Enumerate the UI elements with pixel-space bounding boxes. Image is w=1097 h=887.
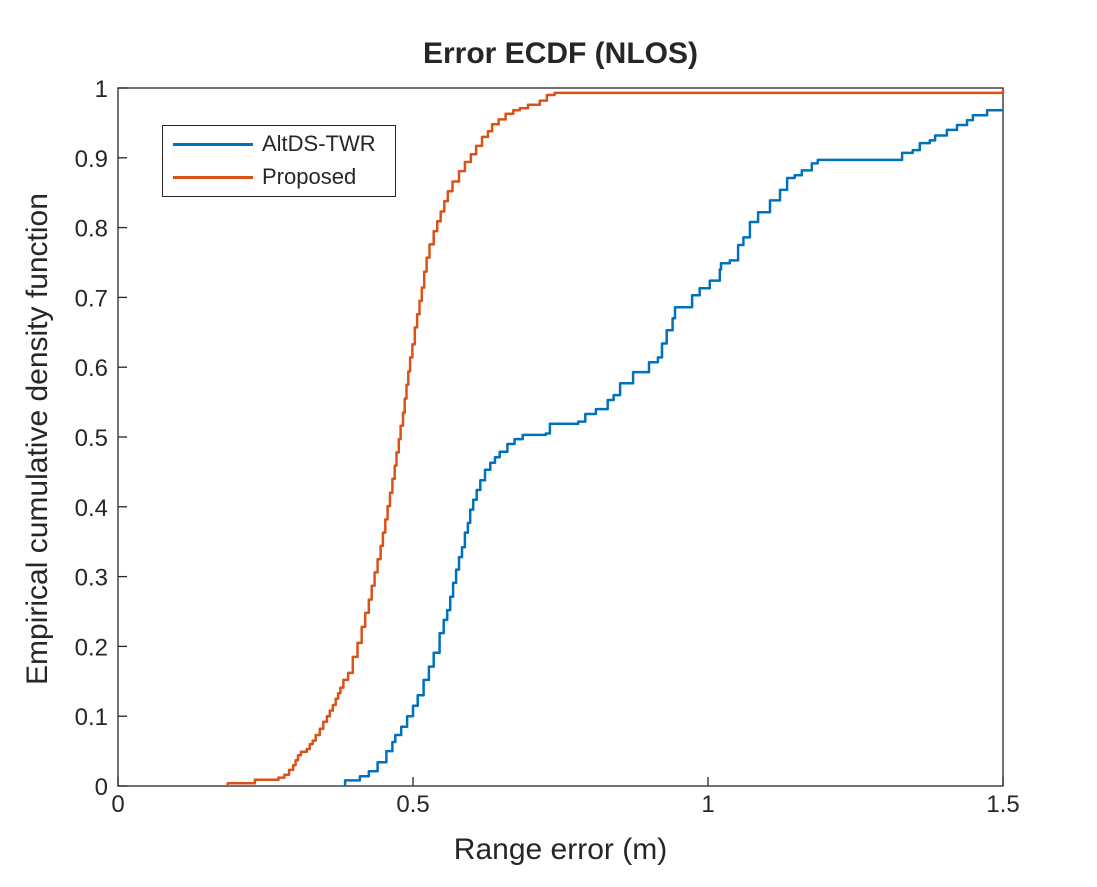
legend-entry-altds-twr: AltDS-TWR [173,130,376,158]
y-tick-label: 1 [95,76,108,103]
y-tick-label: 0 [95,774,108,801]
series-line-altds-twr [343,109,1003,786]
y-tick-label: 0.3 [75,565,108,592]
legend-label: Proposed [262,164,357,189]
y-tick-label: 0.8 [75,216,108,243]
y-tick-label: 0.9 [75,146,108,173]
series-line-proposed [226,89,1005,786]
chart-title: Error ECDF (NLOS) [422,37,698,70]
y-tick-label: 0.4 [75,495,108,522]
legend-line-sample-blue [173,142,253,146]
legend: AltDS-TWR Proposed [162,125,396,197]
x-tick-label: 0.5 [396,791,429,818]
x-tick-label: 1 [701,791,714,818]
legend-line-sample-orange [173,175,253,179]
y-tick-label: 0.1 [75,704,108,731]
x-tick-label: 1.5 [986,791,1019,818]
legend-entry-proposed: Proposed [173,163,356,191]
legend-label: AltDS-TWR [262,131,376,156]
x-axis-label: Range error (m) [453,833,668,866]
y-tick-label: 0.5 [75,425,108,452]
y-tick-label: 0.2 [75,634,108,661]
y-axis-label: Empirical cumulative density function [21,193,54,685]
x-tick-label: 0 [111,791,124,818]
y-tick-label: 0.6 [75,355,108,382]
y-tick-label: 0.7 [75,285,108,312]
